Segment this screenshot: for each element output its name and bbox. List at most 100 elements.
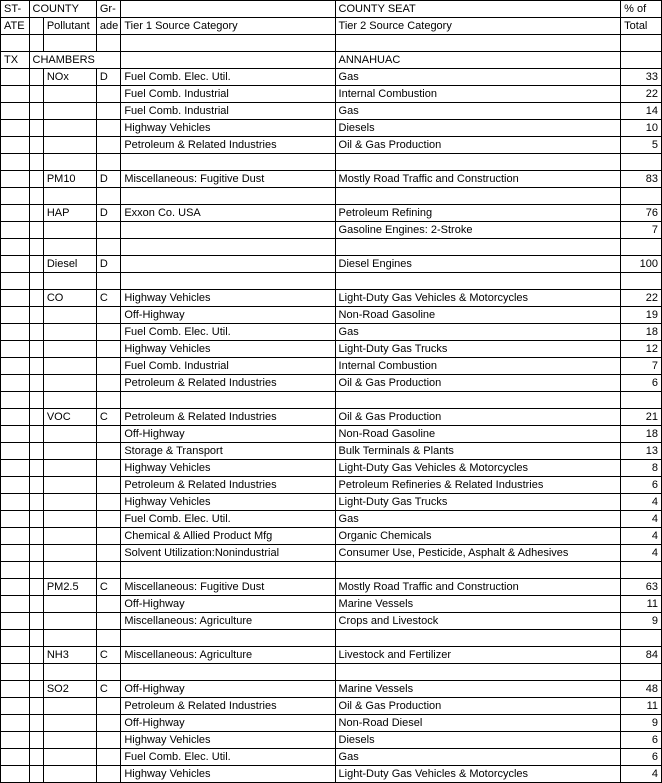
cell: COUNTY	[29, 1, 96, 18]
cell: Oil & Gas Production	[335, 137, 621, 154]
cell	[96, 35, 120, 52]
cell	[1, 290, 30, 307]
cell: Oil & Gas Production	[335, 698, 621, 715]
cell	[43, 630, 96, 647]
cell	[335, 630, 621, 647]
cell: ade	[96, 18, 120, 35]
cell	[621, 664, 662, 681]
cell	[29, 69, 43, 86]
cell	[29, 528, 43, 545]
cell: 76	[621, 205, 662, 222]
cell	[29, 647, 43, 664]
cell	[621, 154, 662, 171]
cell	[1, 307, 30, 324]
cell	[335, 392, 621, 409]
cell: 6	[621, 375, 662, 392]
cell: Total	[621, 18, 662, 35]
cell	[29, 222, 43, 239]
cell: SO2	[43, 681, 96, 698]
cell	[29, 392, 43, 409]
cell	[621, 562, 662, 579]
cell: 9	[621, 715, 662, 732]
cell	[121, 562, 335, 579]
cell	[43, 545, 96, 562]
cell	[121, 273, 335, 290]
table-row: Petroleum & Related IndustriesOil & Gas …	[1, 137, 662, 154]
cell	[96, 426, 120, 443]
cell: Oil & Gas Production	[335, 409, 621, 426]
cell	[335, 35, 621, 52]
cell: Mostly Road Traffic and Construction	[335, 579, 621, 596]
cell	[1, 477, 30, 494]
cell	[43, 749, 96, 766]
cell: Internal Combustion	[335, 86, 621, 103]
cell	[96, 630, 120, 647]
cell: C	[96, 681, 120, 698]
cell: Internal Combustion	[335, 358, 621, 375]
table-row: Fuel Comb. IndustrialInternal Combustion…	[1, 86, 662, 103]
cell	[29, 766, 43, 783]
cell	[1, 205, 30, 222]
cell: 7	[621, 358, 662, 375]
table-row: Off-HighwayNon-Road Gasoline19	[1, 307, 662, 324]
cell	[43, 562, 96, 579]
cell: Off-Highway	[121, 307, 335, 324]
cell: 48	[621, 681, 662, 698]
cell: Light-Duty Gas Vehicles & Motorcycles	[335, 290, 621, 307]
cell: 63	[621, 579, 662, 596]
cell	[1, 494, 30, 511]
cell	[29, 103, 43, 120]
cell	[1, 239, 30, 256]
cell: PM10	[43, 171, 96, 188]
cell	[96, 307, 120, 324]
cell	[1, 579, 30, 596]
cell: Solvent Utilization:Nonindustrial	[121, 545, 335, 562]
cell	[1, 341, 30, 358]
cell: 6	[621, 477, 662, 494]
cell	[96, 137, 120, 154]
cell	[335, 273, 621, 290]
cell	[29, 596, 43, 613]
cell: C	[96, 579, 120, 596]
cell: Fuel Comb. Industrial	[121, 103, 335, 120]
cell	[43, 443, 96, 460]
cell	[43, 307, 96, 324]
cell: Non-Road Diesel	[335, 715, 621, 732]
cell: 10	[621, 120, 662, 137]
cell	[43, 494, 96, 511]
table-row: DieselDDiesel Engines100	[1, 256, 662, 273]
cell	[29, 205, 43, 222]
table-row: NOxDFuel Comb. Elec. Util.Gas33	[1, 69, 662, 86]
header-row: ATEPollutantadeTier 1 Source CategoryTie…	[1, 18, 662, 35]
cell	[96, 392, 120, 409]
cell	[43, 664, 96, 681]
table-row	[1, 273, 662, 290]
cell: Non-Road Gasoline	[335, 426, 621, 443]
cell	[29, 120, 43, 137]
cell	[43, 511, 96, 528]
cell	[1, 613, 30, 630]
table-row: Petroleum & Related IndustriesPetroleum …	[1, 477, 662, 494]
cell: Highway Vehicles	[121, 341, 335, 358]
cell	[1, 324, 30, 341]
cell: HAP	[43, 205, 96, 222]
cell: Exxon Co. USA	[121, 205, 335, 222]
table-row: PM2.5CMiscellaneous: Fugitive DustMostly…	[1, 579, 662, 596]
cell: Highway Vehicles	[121, 766, 335, 783]
cell: 19	[621, 307, 662, 324]
cell	[29, 715, 43, 732]
cell	[121, 256, 335, 273]
cell	[29, 18, 43, 35]
table-row: Highway VehiclesDiesels10	[1, 120, 662, 137]
cell	[96, 545, 120, 562]
cell	[43, 35, 96, 52]
cell	[1, 375, 30, 392]
table-row: Highway VehiclesLight-Duty Gas Vehicles …	[1, 460, 662, 477]
cell	[1, 426, 30, 443]
cell	[29, 681, 43, 698]
cell	[1, 69, 30, 86]
cell	[121, 52, 335, 69]
cell	[121, 239, 335, 256]
table-row: Highway VehiclesLight-Duty Gas Trucks12	[1, 341, 662, 358]
cell: Fuel Comb. Elec. Util.	[121, 69, 335, 86]
